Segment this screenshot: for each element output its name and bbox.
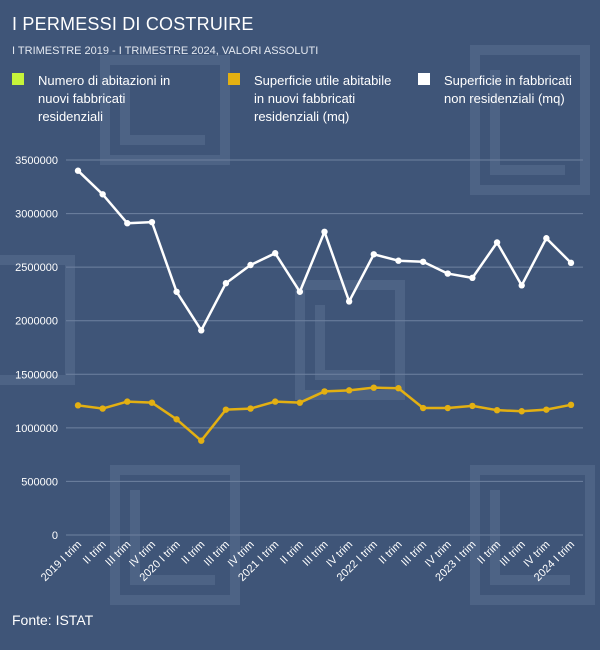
chart-title: I PERMESSI DI COSTRUIRE [12, 14, 254, 34]
series-line [77, 169, 572, 332]
data-point [444, 404, 451, 412]
legend-item-superficie-abitabile[interactable]: Superficie utile abitabile in nuovi fabb… [228, 72, 404, 126]
data-point [469, 274, 476, 282]
legend-label-abitazioni: Numero di abitazioni in nuovi fabbricati… [38, 73, 171, 124]
data-point [99, 191, 106, 198]
data-point [173, 416, 180, 423]
data-point [198, 327, 205, 334]
source-note: Fonte: ISTAT [12, 612, 94, 628]
data-point [469, 402, 476, 410]
data-point [518, 408, 525, 415]
x-tick-label: 2019 I trim [39, 539, 84, 584]
data-point [148, 218, 156, 226]
data-point [296, 399, 304, 406]
data-point [222, 406, 230, 413]
data-point [419, 258, 427, 265]
data-point [74, 402, 82, 409]
data-point [345, 387, 353, 394]
data-point [345, 298, 353, 305]
data-point [395, 257, 402, 264]
data-point [419, 404, 427, 412]
data-point [247, 405, 254, 412]
y-tick-label: 1500000 [15, 369, 58, 381]
y-tick-label: 3000000 [15, 209, 58, 221]
legend-swatch-abitazioni [12, 73, 24, 85]
legend-label-superficie-non-residenziale: Superficie in fabbricati non residenzial… [444, 73, 572, 106]
data-point [222, 280, 230, 287]
data-point [296, 288, 304, 295]
series-line [77, 386, 572, 442]
data-point [493, 406, 501, 414]
data-point [370, 251, 377, 258]
data-point [321, 388, 328, 395]
data-point [173, 288, 180, 295]
data-point [321, 228, 328, 235]
data-point [370, 384, 377, 391]
y-tick-label: 0 [52, 530, 58, 542]
y-tick-label: 1000000 [15, 423, 58, 435]
legend-item-superficie-non-residenziale[interactable]: Superficie in fabbricati non residenzial… [418, 72, 584, 108]
data-point [148, 399, 156, 406]
legend-label-superficie-abitabile: Superficie utile abitabile in nuovi fabb… [254, 73, 392, 124]
y-tick-label: 2000000 [15, 316, 58, 328]
y-tick-label: 3500000 [15, 155, 58, 167]
data-point [543, 235, 550, 242]
data-point [124, 220, 131, 227]
data-point [272, 398, 279, 405]
data-point [543, 406, 550, 413]
data-point [74, 167, 82, 174]
data-point [567, 259, 575, 267]
data-point [99, 405, 106, 412]
data-point [567, 401, 575, 409]
data-point [124, 398, 131, 405]
data-point [395, 385, 402, 392]
legend-item-abitazioni[interactable]: Numero di abitazioni in nuovi fabbricati… [12, 72, 188, 126]
y-tick-label: 2500000 [15, 262, 58, 274]
chart-subtitle: I TRIMESTRE 2019 - I TRIMESTRE 2024, VAL… [12, 45, 319, 57]
y-tick-label: 500000 [21, 476, 58, 488]
data-point [247, 261, 254, 269]
legend-swatch-superficie-non-residenziale [418, 73, 430, 85]
legend-swatch-superficie-abitabile [228, 73, 240, 85]
data-point [198, 437, 205, 444]
data-point [493, 239, 501, 246]
data-point [518, 282, 525, 289]
data-point [444, 270, 451, 277]
data-point [272, 250, 279, 257]
